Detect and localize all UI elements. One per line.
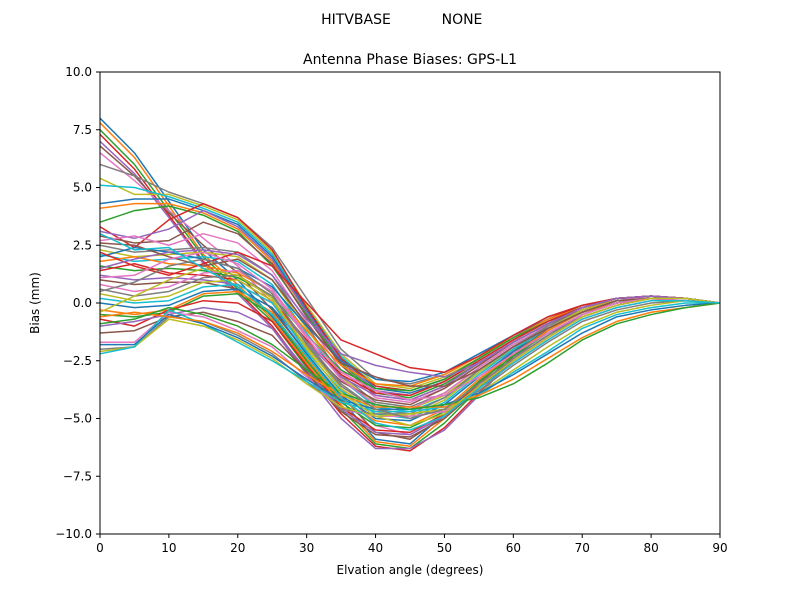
series-line-46 — [99, 242, 721, 387]
series-layer — [99, 117, 721, 452]
y-tick-label: −7.5 — [63, 469, 92, 483]
x-tick-label: 20 — [230, 541, 245, 555]
y-tick-label: 0.0 — [73, 296, 92, 310]
series-line-42 — [99, 302, 721, 408]
y-tick-label: 7.5 — [73, 123, 92, 137]
x-axis-label: Elvation angle (degrees) — [337, 563, 484, 577]
y-tick-label: 2.5 — [73, 238, 92, 252]
figure-suptitle-left: HITVBASE — [321, 12, 391, 28]
plot-frame — [99, 71, 721, 535]
y-tick-label: 10.0 — [65, 65, 92, 79]
y-axis-label: Bias (mm) — [28, 272, 42, 334]
x-tick-label: 30 — [299, 541, 314, 555]
y-axis-ticks: −10.0 −7.5 −5.0 −2.5 0.0 2.5 5.0 7.5 10.0 — [55, 65, 100, 541]
x-tick-label: 90 — [712, 541, 727, 555]
x-tick-label: 40 — [368, 541, 383, 555]
x-tick-label: 10 — [161, 541, 176, 555]
x-tick-label: 50 — [437, 541, 452, 555]
series-line-43 — [99, 302, 721, 411]
y-tick-label: −2.5 — [63, 354, 92, 368]
x-tick-label: 80 — [643, 541, 658, 555]
series-line-45 — [99, 249, 721, 378]
figure-suptitle-right: NONE — [442, 12, 483, 28]
y-tick-label: −5.0 — [63, 412, 92, 426]
series-line-50 — [99, 233, 721, 431]
x-tick-label: 0 — [96, 541, 104, 555]
x-tick-label: 70 — [575, 541, 590, 555]
series-line-47 — [99, 251, 721, 401]
series-line-39 — [99, 299, 721, 417]
chart-title: Antenna Phase Biases: GPS-L1 — [303, 52, 517, 68]
x-tick-label: 60 — [506, 541, 521, 555]
y-tick-label: 5.0 — [73, 181, 92, 195]
x-axis-ticks: 0 10 20 30 40 50 60 70 80 90 — [96, 534, 728, 555]
y-tick-label: −10.0 — [55, 527, 92, 541]
